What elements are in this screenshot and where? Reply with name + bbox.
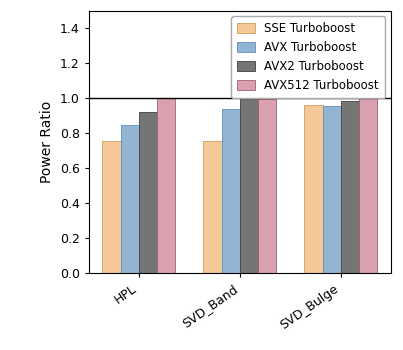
Bar [120, 125, 139, 273]
Y-axis label: Power Ratio: Power Ratio [40, 101, 54, 183]
Bar [102, 141, 120, 273]
Bar [157, 98, 175, 273]
Bar [222, 108, 240, 273]
Bar [323, 106, 341, 273]
Bar [258, 99, 276, 273]
Bar [304, 105, 323, 273]
Bar [204, 141, 222, 273]
Legend: SSE Turboboost, AVX Turboboost, AVX2 Turboboost, AVX512 Turboboost: SSE Turboboost, AVX Turboboost, AVX2 Tur… [231, 16, 385, 98]
Bar [341, 101, 359, 273]
Bar [240, 96, 258, 273]
Bar [359, 98, 377, 273]
Bar [139, 112, 157, 273]
